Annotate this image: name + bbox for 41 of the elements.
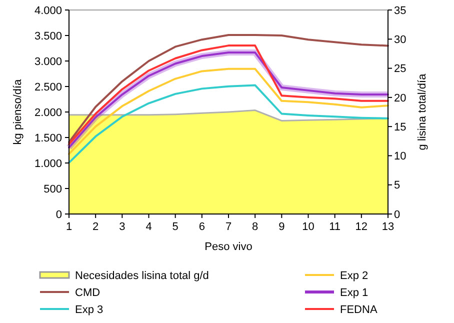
x-tick-label: 2 [92,221,99,233]
x-tick-label: 1 [66,221,72,233]
y-tick-label: 4.000 [34,4,62,17]
x-tick-label: 12 [355,221,368,233]
x-tick-label: 4 [146,221,152,233]
y-axis-title: kg pienso/día [12,78,24,145]
x-tick-label: 8 [252,221,258,233]
y-tick-label: 500 [44,183,62,196]
y2-tick-label: 25 [394,63,406,76]
y-tick-label: 0 [56,208,62,221]
x-tick-label: 3 [119,221,126,233]
y2-tick-label: 5 [394,180,400,192]
x-tick-label: 6 [198,221,205,233]
y2-tick-label: 35 [394,4,406,17]
x-tick-label: 13 [382,221,394,233]
y-tick-label: 1.500 [34,132,62,144]
y2-tick-label: 30 [394,34,406,46]
x-tick-label: 7 [225,221,232,233]
x-axis-title: Peso vivo [204,241,252,253]
y-tick-label: 3.000 [34,56,62,68]
y-tick-label: 2.500 [34,81,62,94]
legend-label: Exp 3 [75,304,104,316]
y-tick-label: 2.000 [34,106,62,119]
y2-tick-label: 20 [394,92,406,104]
y2-axis-title: g lisina total/día [416,72,429,150]
y2-tick-label: 10 [394,150,406,163]
y2-tick-label: 15 [394,121,406,134]
y2-tick-label: 0 [394,208,400,221]
line-series [68,68,389,155]
x-tick-label: 5 [172,221,178,233]
y-tick-label: 1.000 [34,158,62,170]
legend-label: CMD [75,286,100,299]
legend-label: Necesidades lisina total g/d [75,270,209,282]
x-tick-label: 9 [278,221,285,233]
line-series [68,84,389,164]
x-tick-label: 10 [302,221,314,233]
legend-label: Exp 2 [340,270,368,282]
legend-label: Exp 1 [340,286,368,299]
legend-label: FEDNA [340,304,378,316]
x-tick-label: 11 [329,221,341,233]
y-tick-label: 3.500 [34,30,62,42]
